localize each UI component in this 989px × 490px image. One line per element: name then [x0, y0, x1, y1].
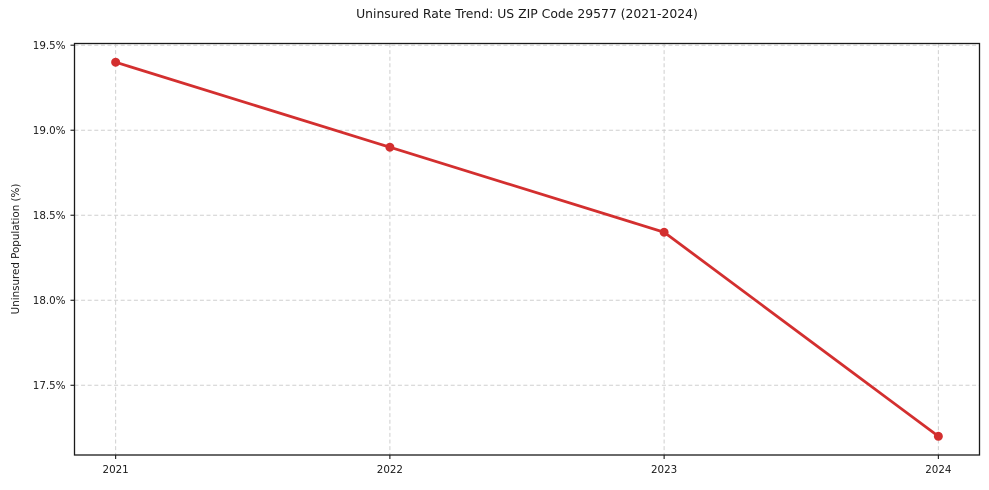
x-tick-label: 2021 [103, 464, 129, 476]
chart-title: Uninsured Rate Trend: US ZIP Code 29577 … [356, 6, 698, 21]
data-point-marker [933, 431, 943, 441]
data-point-marker [385, 142, 395, 152]
trend-line [114, 60, 940, 438]
y-tick-label: 18.0% [33, 295, 66, 307]
data-point-marker [111, 57, 121, 67]
plot-border [73, 42, 981, 456]
x-tick-label: 2022 [377, 464, 403, 476]
y-tick-label: 18.5% [33, 210, 66, 222]
y-tick-label: 19.0% [33, 125, 66, 137]
y-tick-label: 19.5% [33, 40, 66, 52]
data-point-marker [659, 227, 669, 237]
x-tick-label: 2024 [925, 464, 951, 476]
x-tick-label: 2023 [651, 464, 677, 476]
y-tick-label: 17.5% [33, 380, 66, 392]
